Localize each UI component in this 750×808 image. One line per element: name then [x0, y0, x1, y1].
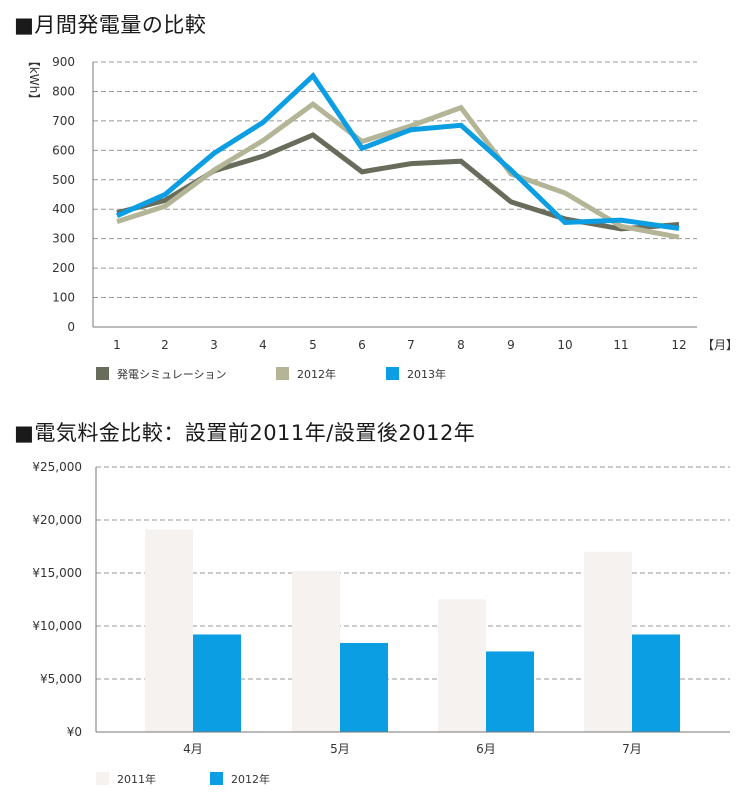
legend-label-2: 2012年	[297, 367, 336, 381]
bar-legend-swatch-1	[96, 772, 109, 785]
y-tick-label: ¥15,000	[32, 566, 82, 580]
x-tick-label: 5	[309, 338, 317, 352]
x-tick-label: 9	[507, 338, 515, 352]
x-tick-label: 3	[210, 338, 218, 352]
x-tick-label: 10	[557, 338, 572, 352]
x-tick-label: 5月	[330, 742, 350, 756]
y-tick-label: 600	[52, 143, 75, 157]
x-tick-label: 12	[671, 338, 686, 352]
bar-5月-2	[340, 642, 388, 732]
y-tick-label: 900	[52, 55, 75, 69]
series-line-2	[116, 100, 680, 240]
x-tick-label: 7月	[622, 742, 642, 756]
y-tick-label: 100	[52, 291, 75, 305]
bar-6月-2	[486, 651, 534, 732]
x-tick-label: 2	[161, 338, 169, 352]
y-tick-label: ¥0	[67, 725, 82, 739]
x-tick-label: 4	[259, 338, 267, 352]
bar-legend-label-2: 2012年	[231, 772, 270, 786]
bar-legend-label-1: 2011年	[117, 772, 156, 786]
x-tick-label: 8	[457, 338, 465, 352]
bar-6月-1	[438, 599, 486, 732]
x-axis-unit-label: 【月】	[702, 338, 738, 352]
y-tick-label: ¥20,000	[32, 513, 82, 527]
y-tick-label: 400	[52, 202, 75, 216]
y-tick-label: 700	[52, 114, 75, 128]
x-tick-label: 11	[613, 338, 628, 352]
x-tick-label: 6月	[476, 742, 496, 756]
y-tick-label: 800	[52, 84, 75, 98]
series-line-3	[115, 71, 680, 231]
bar-4月-1	[145, 529, 193, 732]
y-tick-label: ¥10,000	[32, 619, 82, 633]
x-tick-label: 1	[113, 338, 121, 352]
legend-swatch-1	[96, 367, 109, 380]
bar-5月-1	[292, 570, 340, 732]
legend-label-3: 2013年	[407, 367, 446, 381]
y-tick-label: ¥5,000	[40, 672, 82, 686]
legend-swatch-3	[386, 367, 399, 380]
y-axis-unit-label: 【kWh】	[27, 55, 41, 105]
line-chart-title: ■月間発電量の比較	[14, 13, 207, 37]
legend-label-1: 発電シミュレーション	[117, 367, 227, 381]
y-tick-label: 500	[52, 173, 75, 187]
legend-swatch-2	[276, 367, 289, 380]
bar-7月-2	[632, 634, 680, 732]
y-tick-label: 0	[67, 320, 75, 334]
x-tick-label: 7	[407, 338, 415, 352]
bar-chart-title: ■電気料金比較：設置前2011年/設置後2012年	[14, 421, 476, 445]
bar-7月-1	[584, 551, 632, 732]
x-tick-label: 4月	[183, 742, 203, 756]
x-tick-label: 6	[358, 338, 366, 352]
y-tick-label: 300	[52, 232, 75, 246]
bar-4月-2	[193, 634, 241, 732]
bar-legend-swatch-2	[210, 772, 223, 785]
y-tick-label: ¥25,000	[32, 460, 82, 474]
y-tick-label: 200	[52, 261, 75, 275]
